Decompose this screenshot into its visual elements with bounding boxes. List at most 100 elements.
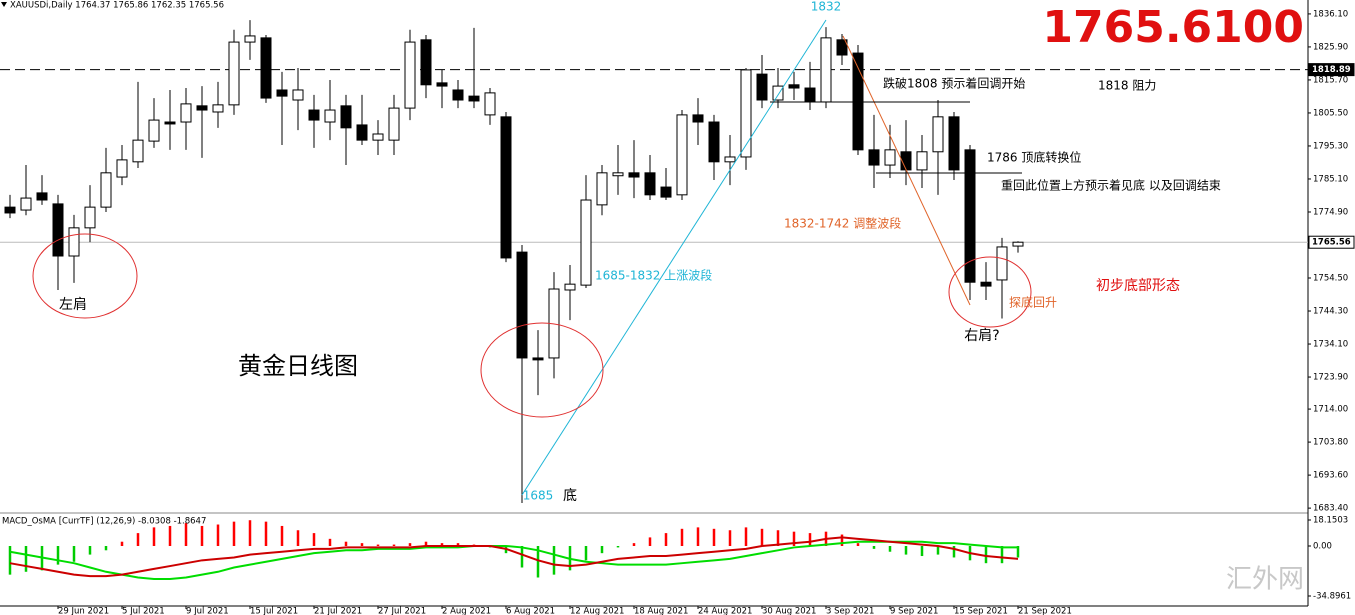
y-tick-label: 1805.50 xyxy=(1313,108,1348,118)
candle-body xyxy=(452,89,464,101)
y-tick-label: 1774.90 xyxy=(1313,207,1348,217)
candle-body xyxy=(20,197,32,211)
candle-body xyxy=(148,119,160,142)
x-tick-label: 9 Sep 2021 xyxy=(890,607,938,615)
price-label: 1765.56 xyxy=(1312,238,1351,248)
candle-body xyxy=(260,37,272,99)
big-price: 1765.6100 xyxy=(1042,2,1304,53)
y-tick-label: 1754.50 xyxy=(1313,274,1348,284)
up-wave-label: 1685-1832 上涨波段 xyxy=(595,268,712,283)
y-tick-label: 1723.90 xyxy=(1313,373,1348,383)
y-tick-label: 1795.30 xyxy=(1313,141,1348,151)
marks-layer xyxy=(4,20,1024,580)
indicator-title: MACD_OsMA [CurrTF] (12,26,9) -8.0308 -1.… xyxy=(2,517,206,527)
candle-body xyxy=(484,92,496,116)
candle-body xyxy=(4,206,16,214)
x-tick-label: 15 Jul 2021 xyxy=(250,607,298,615)
candle-body xyxy=(916,151,928,171)
right-shoulder-circle xyxy=(948,256,1032,328)
x-tick-label: 5 Jul 2021 xyxy=(122,607,165,615)
x-tick-label: 2 Aug 2021 xyxy=(442,607,491,615)
y-tick-label: 1744.30 xyxy=(1313,307,1348,317)
candle-body xyxy=(196,105,208,111)
candle-body xyxy=(996,246,1008,281)
candle-body xyxy=(356,124,368,141)
resistance-label: 1818 阻力 xyxy=(1098,79,1156,93)
high-label: 1832 xyxy=(811,0,842,14)
y-tick-label: 1815.70 xyxy=(1313,75,1348,85)
y-tick-label: 1703.80 xyxy=(1313,438,1348,448)
level-note: 重回此位置上方预示着见底 以及回调结束 xyxy=(1001,178,1221,193)
candle-body xyxy=(676,114,688,196)
x-tick-label: 29 Jun 2021 xyxy=(58,607,109,615)
candle-body xyxy=(596,172,608,206)
break-label: 跌破1808 预示着回调开始 xyxy=(883,76,1025,91)
candle-body xyxy=(404,41,416,109)
candle-body xyxy=(52,203,64,257)
price-label-box xyxy=(1308,63,1355,77)
x-tick-label: 6 Aug 2021 xyxy=(506,607,555,615)
down-wave-label: 1832-1742 调整波段 xyxy=(784,216,901,231)
candle-body xyxy=(708,121,720,163)
up-trend-line xyxy=(521,19,827,496)
y-tick-label: 1785.10 xyxy=(1313,174,1348,184)
candle-body xyxy=(644,172,656,196)
candle-body xyxy=(788,84,800,89)
y-tick-label: 1836.10 xyxy=(1313,9,1348,19)
candle-body xyxy=(372,133,384,141)
x-tick-label: 3 Sep 2021 xyxy=(826,607,874,615)
candle-body xyxy=(164,121,176,125)
x-tick-label: 18 Aug 2021 xyxy=(634,607,688,615)
candle-body xyxy=(868,149,880,166)
candle-body xyxy=(964,149,976,283)
x-tick-label: 15 Sep 2021 xyxy=(954,607,1008,615)
indicator-line xyxy=(9,540,1018,580)
candle-body xyxy=(756,73,768,101)
candle-body xyxy=(180,103,192,123)
candle-body xyxy=(276,89,288,97)
candle-body xyxy=(68,227,80,257)
candle-body xyxy=(532,357,544,361)
candle-body xyxy=(724,156,736,163)
candle-body xyxy=(820,37,832,103)
left-shoulder-circle xyxy=(32,233,138,319)
candle-body xyxy=(900,151,912,171)
y-tick-label: 1683.40 xyxy=(1313,504,1348,514)
y-tick-label: 18.1503 xyxy=(1313,516,1348,526)
candle-body xyxy=(852,52,864,151)
low-label: 1685 xyxy=(523,489,554,503)
candle-body xyxy=(292,89,304,101)
annotation-layer: XAUUSDi,Daily 1764.37 1765.86 1762.35 17… xyxy=(1,0,1304,595)
candle-body xyxy=(660,186,672,198)
candle-body xyxy=(884,149,896,166)
y-tick-label: -34.8961 xyxy=(1313,591,1351,601)
candle-body xyxy=(1012,241,1024,247)
bottom-circle xyxy=(480,322,604,418)
candle-body xyxy=(564,283,576,291)
indicator-line xyxy=(9,536,1019,578)
candle-body xyxy=(340,105,352,129)
y-tick-label: 1734.10 xyxy=(1313,340,1348,350)
right-shoulder-label: 右肩? xyxy=(964,328,999,344)
candle-body xyxy=(84,206,96,229)
x-tick-label: 27 Jul 2021 xyxy=(378,607,426,615)
candle-body xyxy=(692,114,704,123)
x-tick-label: 24 Aug 2021 xyxy=(698,607,752,615)
candle-body xyxy=(740,69,752,158)
candle-body xyxy=(212,104,224,113)
candle-body xyxy=(628,172,640,178)
candle-body xyxy=(244,35,256,43)
price-label: 1818.89 xyxy=(1312,65,1351,75)
watermark: 汇外网 xyxy=(1226,565,1304,595)
candle-body xyxy=(932,116,944,153)
left-shoulder-label: 左肩 xyxy=(59,297,87,313)
chart-name: 黄金日线图 xyxy=(238,352,358,380)
rebound-label: 探底回升 xyxy=(1009,295,1057,310)
candle-body xyxy=(948,116,960,171)
candle-body xyxy=(580,199,592,286)
y-tick-label: 1714.00 xyxy=(1313,405,1348,415)
candle-body xyxy=(836,39,848,56)
y-tick-label: 1693.60 xyxy=(1313,471,1348,481)
